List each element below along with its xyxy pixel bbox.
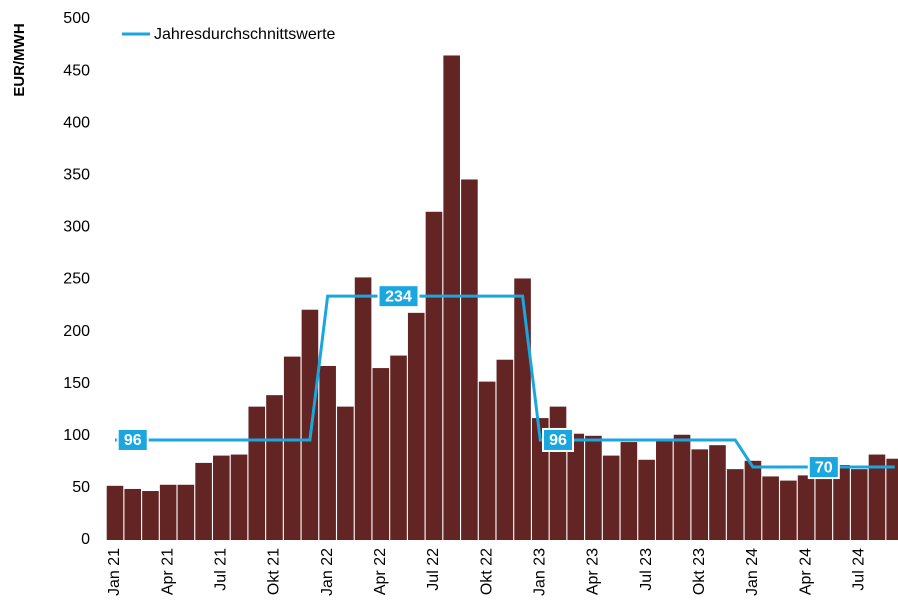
y-tick-label: 450 bbox=[63, 62, 90, 79]
value-label-box bbox=[116, 427, 149, 452]
bar bbox=[780, 480, 797, 540]
bar bbox=[850, 469, 868, 540]
value-label-text: 96 bbox=[124, 432, 142, 449]
value-label-box bbox=[542, 427, 574, 452]
bar bbox=[354, 277, 372, 540]
bar bbox=[266, 395, 283, 540]
x-tick-label: Jan 23 bbox=[531, 548, 548, 596]
bar bbox=[301, 309, 319, 540]
y-tick-label: 150 bbox=[63, 375, 90, 392]
bar bbox=[425, 211, 443, 540]
x-tick-label: Jul 21 bbox=[213, 548, 230, 591]
bar bbox=[213, 455, 230, 540]
bar bbox=[762, 476, 779, 540]
bar bbox=[390, 355, 407, 540]
y-tick-label: 200 bbox=[63, 323, 90, 340]
bar bbox=[142, 491, 159, 540]
bar bbox=[177, 484, 195, 540]
x-tick-label: Apr 21 bbox=[159, 548, 176, 595]
bar bbox=[549, 406, 567, 540]
bar bbox=[461, 179, 478, 540]
y-tick-label: 250 bbox=[63, 271, 90, 288]
y-axis-title: EUR/MWH bbox=[11, 23, 28, 96]
x-tick-label: Jul 23 bbox=[638, 548, 655, 591]
y-tick-label: 400 bbox=[63, 114, 90, 131]
bar bbox=[283, 356, 301, 540]
x-tick-label: Jan 21 bbox=[106, 548, 123, 596]
bar bbox=[514, 278, 531, 540]
x-tick-label: Okt 21 bbox=[266, 548, 283, 595]
bar bbox=[337, 406, 354, 540]
x-tick-label: Jan 24 bbox=[744, 548, 761, 596]
bar bbox=[195, 462, 212, 540]
value-label-box bbox=[377, 284, 420, 309]
value-label-text: 70 bbox=[815, 459, 833, 476]
y-tick-label: 350 bbox=[63, 167, 90, 184]
bar bbox=[230, 454, 248, 540]
legend-label: Jahresdurchschnittswerte bbox=[154, 26, 336, 43]
bar bbox=[620, 442, 638, 540]
x-tick-label: Jul 22 bbox=[425, 548, 442, 591]
bar bbox=[638, 459, 655, 540]
bar bbox=[407, 312, 425, 540]
bar bbox=[585, 435, 602, 540]
value-label-text: 96 bbox=[549, 432, 567, 449]
bar bbox=[673, 434, 691, 540]
x-tick-label: Jul 24 bbox=[850, 548, 867, 591]
bar bbox=[496, 359, 514, 540]
x-tick-label: Jan 22 bbox=[319, 548, 336, 596]
bar bbox=[319, 365, 336, 540]
bar bbox=[656, 441, 673, 540]
y-tick-label: 500 bbox=[63, 10, 90, 27]
y-tick-label: 50 bbox=[72, 479, 90, 496]
bar bbox=[106, 485, 124, 540]
x-tick-label: Apr 22 bbox=[372, 548, 389, 595]
bar bbox=[886, 458, 898, 540]
bar bbox=[602, 455, 620, 540]
bar bbox=[248, 406, 266, 540]
value-label-text: 234 bbox=[385, 288, 412, 305]
x-tick-label: Okt 23 bbox=[691, 548, 708, 595]
x-tick-label: Okt 22 bbox=[478, 548, 495, 595]
bar bbox=[744, 460, 762, 540]
value-label: 234 bbox=[377, 284, 420, 309]
bar bbox=[797, 475, 815, 540]
value-label-box bbox=[807, 455, 840, 480]
bar bbox=[372, 368, 390, 540]
bar bbox=[868, 454, 886, 540]
x-tick-label: Apr 23 bbox=[585, 548, 602, 595]
average-line bbox=[115, 294, 895, 469]
bar bbox=[443, 55, 460, 540]
bar bbox=[691, 449, 709, 540]
bar bbox=[567, 433, 585, 540]
bar bbox=[815, 470, 833, 540]
bar bbox=[833, 464, 850, 540]
y-tick-label: 300 bbox=[63, 219, 90, 236]
x-tick-label: Apr 24 bbox=[797, 548, 814, 595]
value-label: 96 bbox=[542, 427, 574, 452]
bar bbox=[124, 488, 142, 540]
y-tick-label: 0 bbox=[81, 531, 90, 548]
bar bbox=[159, 484, 177, 540]
value-label: 96 bbox=[116, 427, 149, 452]
bar bbox=[709, 445, 726, 540]
y-tick-label: 100 bbox=[63, 427, 90, 444]
value-label: 70 bbox=[807, 455, 840, 480]
bar bbox=[726, 469, 744, 540]
bar bbox=[478, 381, 496, 540]
